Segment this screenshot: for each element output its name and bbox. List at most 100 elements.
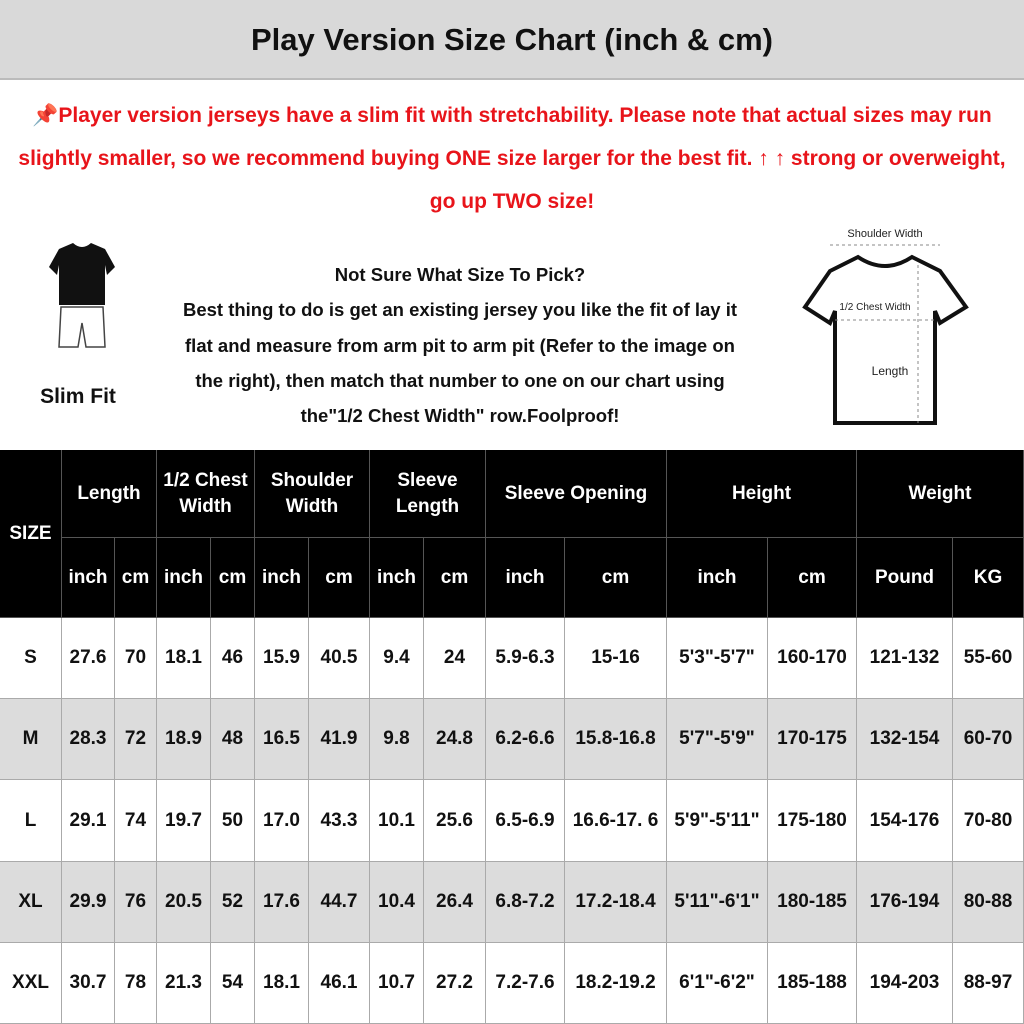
table-cell: 5'9"-5'11" [667,780,768,862]
table-cell: 27.6 [62,618,115,700]
table-cell: 29.1 [62,780,115,862]
size-cell: L [0,780,62,862]
unit-header: cm [309,538,370,618]
table-cell: 5.9-6.3 [486,618,565,700]
note-line: 📌Player version jerseys have a slim fit … [32,104,992,127]
table-cell: 5'7"-5'9" [667,699,768,781]
note-line: slightly smaller, so we recommend buying… [18,147,1006,170]
group-header: Length [62,450,157,538]
table-cell: 180-185 [768,861,857,943]
table-cell: 10.1 [370,780,424,862]
help-line: the right), then match that number to on… [195,370,725,391]
table-cell: 5'11"-6'1" [667,861,768,943]
size-cell: M [0,699,62,781]
table-cell: 15.9 [255,618,309,700]
table-cell: 24.8 [424,699,486,781]
unit-header: cm [565,538,667,618]
table-cell: 16.5 [255,699,309,781]
help-line: flat and measure from arm pit to arm pit… [185,335,735,356]
table-cell: 43.3 [309,780,370,862]
table-cell: 40.5 [309,618,370,700]
group-header: Shoulder Width [255,450,370,538]
unit-header: cm [768,538,857,618]
table-cell: 41.9 [309,699,370,781]
table-cell: 60-70 [953,699,1024,781]
table-cell: 55-60 [953,618,1024,700]
table-cell: 26.4 [424,861,486,943]
slim-fit-figure [49,243,115,348]
help-line: Best thing to do is get an existing jers… [182,299,738,320]
table-cell: 80-88 [953,861,1024,943]
size-cell: S [0,618,62,700]
group-header: Weight [857,450,1024,538]
fit-label: Slim Fit [40,385,116,408]
unit-header: cm [115,538,157,618]
table-cell: 52 [211,861,255,943]
table-cell: 50 [211,780,255,862]
table-cell: 30.7 [62,942,115,1024]
table-cell: 6.2-6.6 [486,699,565,781]
table-cell: 10.7 [370,942,424,1024]
table-cell: 160-170 [768,618,857,700]
table-cell: 15-16 [565,618,667,700]
unit-header: inch [667,538,768,618]
table-cell: 29.9 [62,861,115,943]
table-cell: 78 [115,942,157,1024]
unit-header: KG [953,538,1024,618]
note-line: go up TWO size! [429,190,595,213]
table-cell: 18.1 [255,942,309,1024]
unit-header: cm [211,538,255,618]
unit-header: inch [370,538,424,618]
table-cell: 20.5 [157,861,211,943]
table-cell: 17.2-18.4 [565,861,667,943]
diagram-label: Shoulder Width [847,228,923,240]
table-cell: 7.2-7.6 [486,942,565,1024]
table-cell: 48 [211,699,255,781]
table-cell: 6.5-6.9 [486,780,565,862]
table-cell: 24 [424,618,486,700]
table-cell: 46.1 [309,942,370,1024]
table-cell: 21.3 [157,942,211,1024]
table-cell: 9.8 [370,699,424,781]
header-band [0,0,1024,80]
group-header: 1/2 Chest Width [157,450,255,538]
size-cell: XL [0,861,62,943]
table-cell: 74 [115,780,157,862]
table-cell: 88-97 [953,942,1024,1024]
unit-header: inch [62,538,115,618]
table-cell: 9.4 [370,618,424,700]
help-title: Not Sure What Size To Pick? [334,264,586,285]
unit-header: inch [486,538,565,618]
table-cell: 175-180 [768,780,857,862]
title: Play Version Size Chart (inch & cm) [251,22,773,57]
size-header: SIZE [0,450,62,618]
table-cell: 25.6 [424,780,486,862]
diagram-label: 1/2 Chest Width [839,302,911,313]
table-cell: 15.8-16.8 [565,699,667,781]
table-cell: 46 [211,618,255,700]
table-cell: 18.9 [157,699,211,781]
table-cell: 6.8-7.2 [486,861,565,943]
table-cell: 19.7 [157,780,211,862]
table-cell: 28.3 [62,699,115,781]
table-cell: 194-203 [857,942,953,1024]
table-cell: 44.7 [309,861,370,943]
table-cell: 185-188 [768,942,857,1024]
size-cell: XXL [0,942,62,1024]
help-line: the"1/2 Chest Width" row.Foolproof! [300,405,620,426]
unit-header: Pound [857,538,953,618]
table-cell: 6'1"-6'2" [667,942,768,1024]
table-cell: 17.0 [255,780,309,862]
table-cell: 18.2-19.2 [565,942,667,1024]
table-cell: 72 [115,699,157,781]
group-header: Sleeve Opening [486,450,667,538]
tshirt-diagram [802,244,969,425]
table-cell: 70-80 [953,780,1024,862]
table-cell: 76 [115,861,157,943]
unit-header: cm [424,538,486,618]
diagram-label: Length [871,364,909,378]
table-cell: 10.4 [370,861,424,943]
unit-header: inch [255,538,309,618]
table-cell: 132-154 [857,699,953,781]
